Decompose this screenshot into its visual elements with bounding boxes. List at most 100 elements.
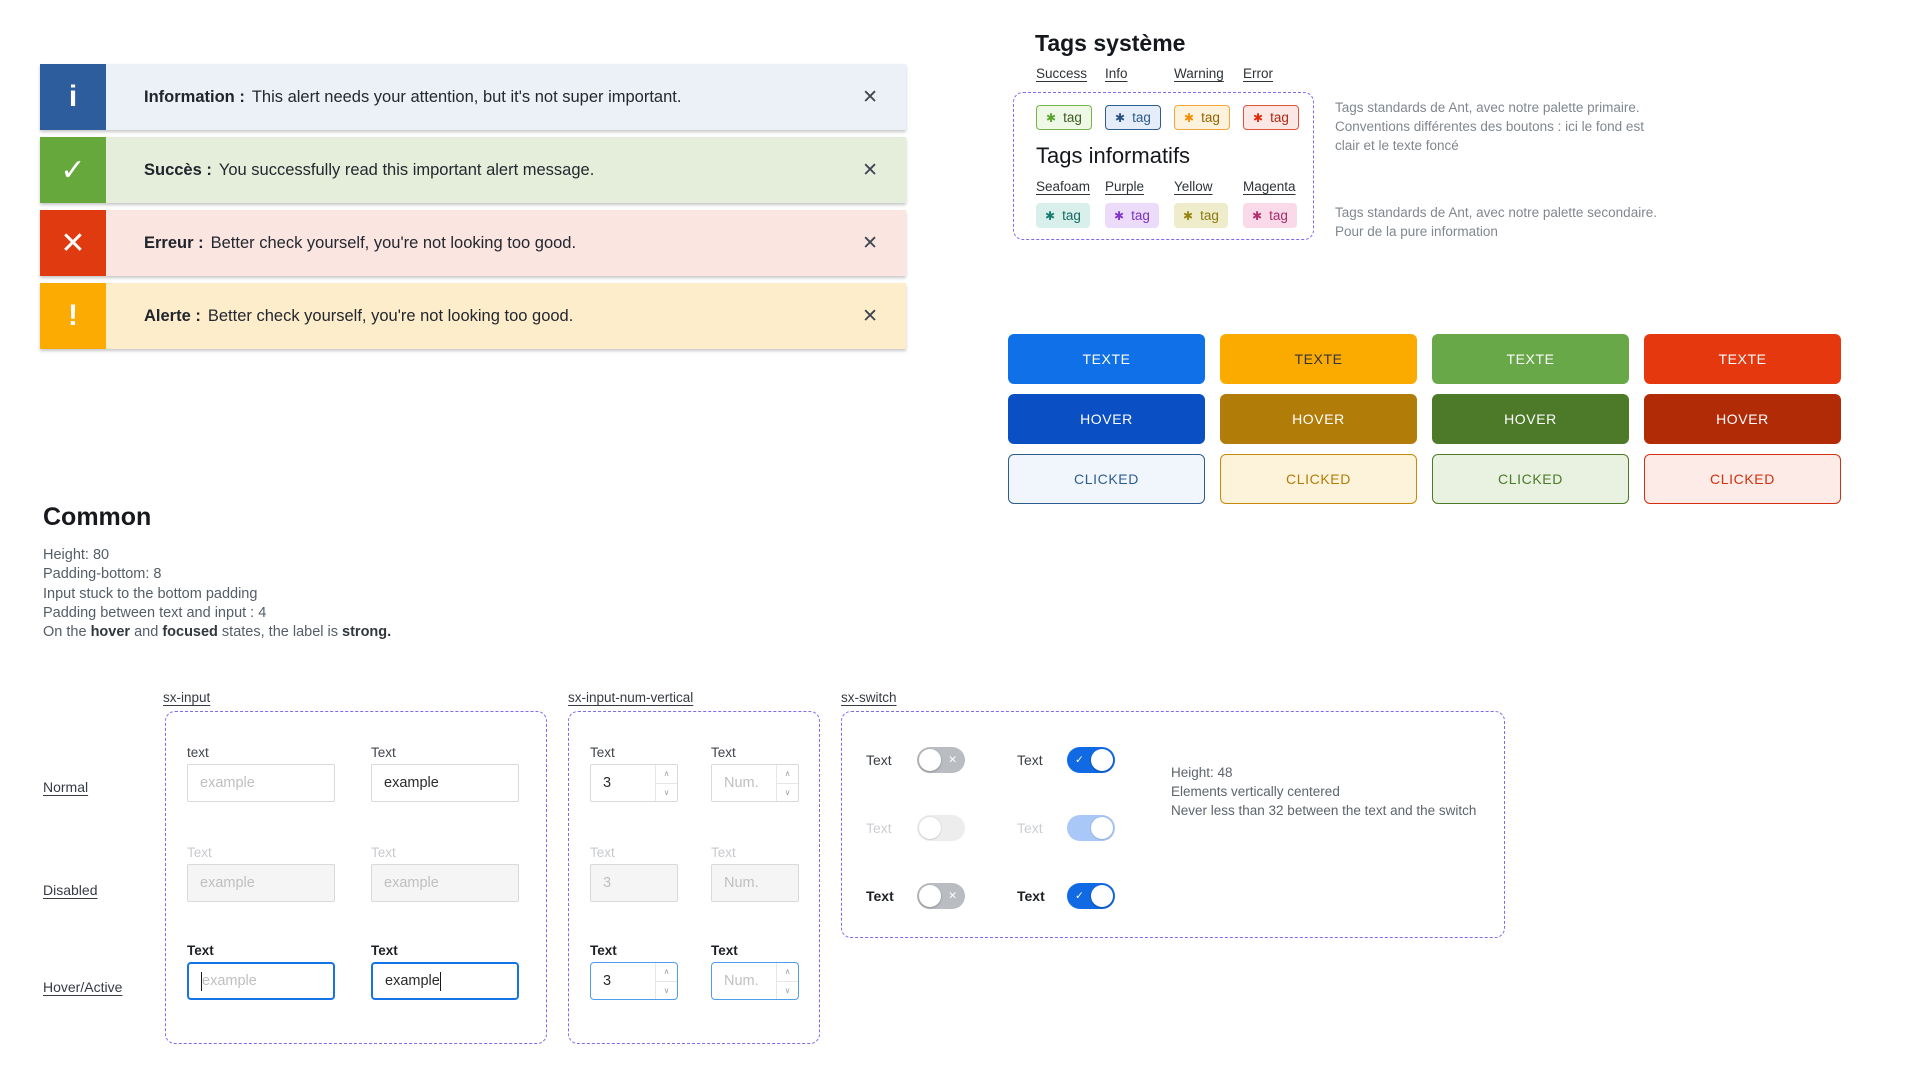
input-label: Text (590, 745, 615, 760)
description-line: Conventions différentes des boutons : ic… (1335, 119, 1644, 134)
button-yellow-normal[interactable]: TEXTE (1220, 334, 1417, 384)
number-input-focused-filled[interactable]: 3 ∧ ∨ (590, 962, 678, 1000)
stepper-down-icon[interactable]: ∨ (784, 985, 791, 995)
switch-knob (1091, 885, 1113, 907)
tag-label: tag (1269, 208, 1288, 223)
tags-primary-description: Tags standards de Ant, avec notre palett… (1335, 98, 1644, 155)
tag-purple[interactable]: ✱ tag (1105, 203, 1159, 228)
alert-body: Information : This alert needs your atte… (106, 64, 906, 130)
tags-secondary-description: Tags standards de Ant, avec notre palett… (1335, 203, 1657, 241)
input-placeholder: example (202, 973, 257, 989)
button-blue-normal[interactable]: TEXTE (1008, 334, 1205, 384)
text-input-focused-filled[interactable]: example (371, 962, 519, 1000)
number-input-filled[interactable]: 3 ∧ ∨ (590, 764, 678, 802)
stepper-down-icon[interactable]: ∨ (663, 787, 670, 797)
switch-knob (1091, 749, 1113, 771)
text-input-empty[interactable]: example (187, 764, 335, 802)
button-blue-hover[interactable]: HOVER (1008, 394, 1205, 444)
alert-success: ✓ Succès : You successfully read this im… (40, 137, 906, 203)
sx-input-frame: text example Text example Text example T… (165, 711, 547, 1044)
sx-input-num-frame: Text 3 ∧ ∨ Text Num. ∧ ∨ Text 3 Text Num… (568, 711, 820, 1044)
switch-off[interactable]: ✕ (917, 747, 965, 773)
switch-label: Text (866, 888, 894, 904)
text-input-filled[interactable]: example (371, 764, 519, 802)
stepper-up-icon[interactable]: ∧ (656, 963, 677, 982)
button-blue-clicked[interactable]: CLICKED (1008, 454, 1205, 504)
button-green-clicked[interactable]: CLICKED (1432, 454, 1629, 504)
state-label-hover-active: Hover/Active (43, 979, 123, 995)
text-input-focused-empty[interactable]: example (187, 962, 335, 1000)
buttons-grid: TEXTE TEXTE TEXTE TEXTE HOVER HOVER HOVE… (1008, 334, 1841, 504)
close-icon[interactable]: ✕ (862, 232, 878, 254)
common-title: Common (43, 503, 152, 531)
button-red-normal[interactable]: TEXTE (1644, 334, 1841, 384)
tag-success[interactable]: ✱ tag (1036, 105, 1092, 130)
label-magenta: Magenta (1243, 179, 1296, 194)
switch-check-icon: ✓ (1075, 889, 1084, 902)
close-icon[interactable]: ✕ (862, 86, 878, 108)
tags-frame: ✱ tag ✱ tag ✱ tag ✱ tag Tags informatifs… (1013, 92, 1314, 240)
alert-warning: ! Alerte : Better check yourself, you're… (40, 283, 906, 349)
switch-on[interactable]: ✓ (1067, 747, 1115, 773)
alert-body: Succès : You successfully read this impo… (106, 137, 906, 203)
spec-bold: strong. (342, 624, 392, 641)
exclamation-icon: ! (40, 283, 106, 349)
cross-icon: ✕ (40, 210, 106, 276)
alert-body: Erreur : Better check yourself, you're n… (106, 210, 906, 276)
close-icon[interactable]: ✕ (862, 159, 878, 181)
description-line: Tags standards de Ant, avec notre palett… (1335, 100, 1640, 115)
tag-error[interactable]: ✱ tag (1243, 105, 1299, 130)
group-label-sx-input-num-vertical: sx-input-num-vertical (568, 690, 694, 705)
number-input-focused-empty[interactable]: Num. ∧ ∨ (711, 962, 799, 1000)
switch-check-icon: ✓ (1075, 753, 1084, 766)
switch-on-hover[interactable]: ✓ (1067, 883, 1115, 909)
number-input-disabled: Num. (711, 864, 799, 902)
switch-label: Text (1017, 888, 1045, 904)
text-input-disabled: example (371, 864, 519, 902)
stepper-down-icon[interactable]: ∨ (784, 787, 791, 797)
spec-line: Padding-bottom: 8 (43, 566, 162, 583)
stepper-up-icon[interactable]: ∧ (777, 765, 798, 784)
tag-info[interactable]: ✱ tag (1105, 105, 1161, 130)
spec-line: Height: 48 (1171, 765, 1233, 780)
switch-label: Text (1017, 820, 1043, 836)
button-yellow-hover[interactable]: HOVER (1220, 394, 1417, 444)
spec-line: Height: 80 (43, 547, 110, 563)
starburst-icon: ✱ (1252, 208, 1263, 223)
stepper-up-icon[interactable]: ∧ (777, 963, 798, 982)
tags-systeme-title: Tags système (1035, 30, 1186, 56)
number-stepper: ∧ ∨ (655, 963, 677, 999)
input-placeholder: Num. (724, 875, 759, 891)
button-yellow-clicked[interactable]: CLICKED (1220, 454, 1417, 504)
system-tag-labels: Success Info Warning Error (1036, 66, 1312, 81)
button-green-hover[interactable]: HOVER (1432, 394, 1629, 444)
spec-bold: hover (90, 624, 131, 641)
label-error: Error (1243, 66, 1273, 81)
switch-knob (919, 885, 941, 907)
tag-yellow[interactable]: ✱ tag (1174, 203, 1228, 228)
stepper-down-icon[interactable]: ∨ (663, 985, 670, 995)
input-label: Text (187, 845, 212, 860)
close-icon[interactable]: ✕ (862, 305, 878, 327)
switch-label: Text (1017, 752, 1043, 768)
switch-label: Text (866, 752, 892, 768)
label-yellow: Yellow (1174, 179, 1213, 194)
tag-seafoam[interactable]: ✱ tag (1036, 203, 1090, 228)
button-red-hover[interactable]: HOVER (1644, 394, 1841, 444)
tag-warning[interactable]: ✱ tag (1174, 105, 1230, 130)
input-placeholder: example (384, 875, 439, 891)
switch-off-hover[interactable]: ✕ (917, 883, 965, 909)
tag-label: tag (1132, 110, 1151, 125)
tag-magenta[interactable]: ✱ tag (1243, 203, 1297, 228)
stepper-up-icon[interactable]: ∧ (656, 765, 677, 784)
common-spec-text: Height: 80 Padding-bottom: 8 Input stuck… (43, 546, 391, 642)
button-green-normal[interactable]: TEXTE (1432, 334, 1629, 384)
input-label: Text (711, 845, 736, 860)
alert-message: Better check yourself, you're not lookin… (207, 306, 574, 325)
button-red-clicked[interactable]: CLICKED (1644, 454, 1841, 504)
starburst-icon: ✱ (1046, 110, 1057, 125)
tag-label: tag (1200, 208, 1219, 223)
description-line: Tags standards de Ant, avec notre palett… (1335, 205, 1657, 220)
number-input-empty[interactable]: Num. ∧ ∨ (711, 764, 799, 802)
switch-label: Text (866, 820, 892, 836)
